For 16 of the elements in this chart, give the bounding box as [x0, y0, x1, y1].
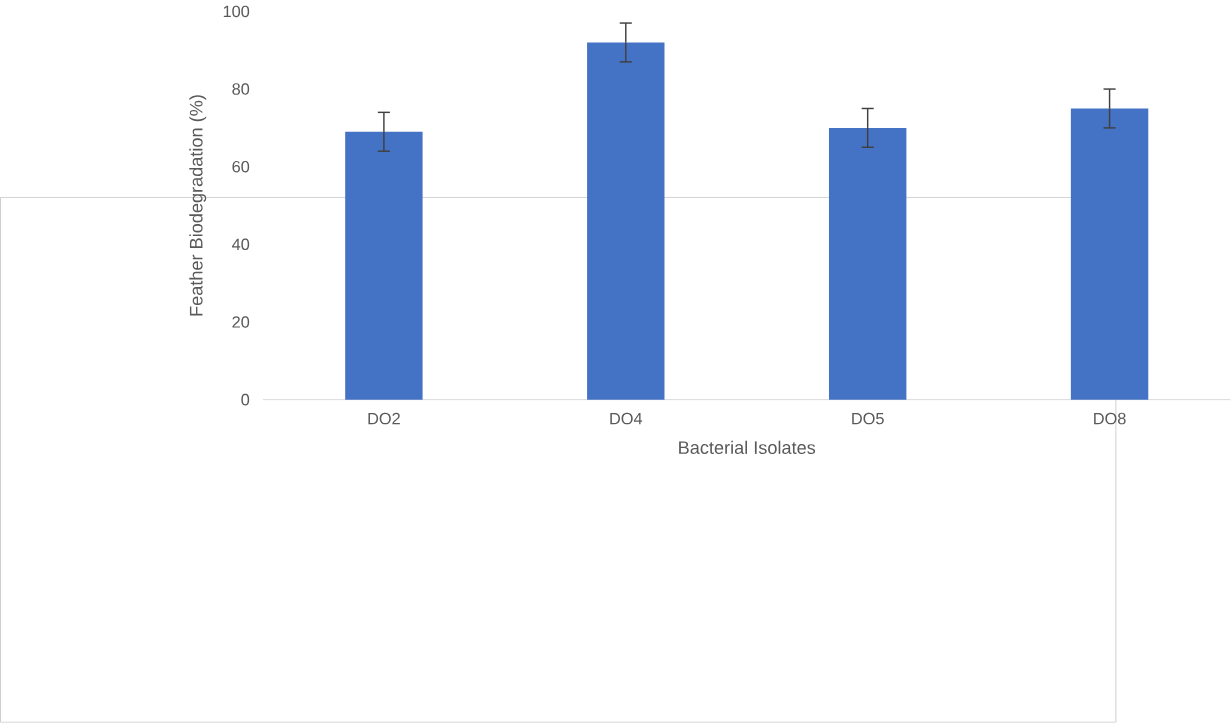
x-tick-label: DO5	[852, 412, 884, 425]
y-tick-label: 60	[232, 161, 250, 173]
y-tick-label: 0	[241, 393, 250, 406]
bar	[828, 128, 907, 400]
x-tick-label: DO8	[1094, 412, 1126, 425]
bar	[587, 42, 665, 400]
x-axis-title: Bacterial Isolates	[679, 440, 816, 455]
y-tick-label: 20	[232, 316, 250, 328]
x-tick-label: DO2	[368, 412, 400, 425]
y-tick-label: 40	[232, 238, 250, 251]
x-tick-label: DO4	[610, 412, 643, 425]
bar	[1070, 108, 1149, 400]
bar	[345, 131, 423, 400]
y-tick-label: 80	[232, 83, 250, 95]
y-axis-title: Feather Biodegradation (%)	[189, 95, 207, 316]
y-tick-label: 100	[223, 5, 250, 18]
